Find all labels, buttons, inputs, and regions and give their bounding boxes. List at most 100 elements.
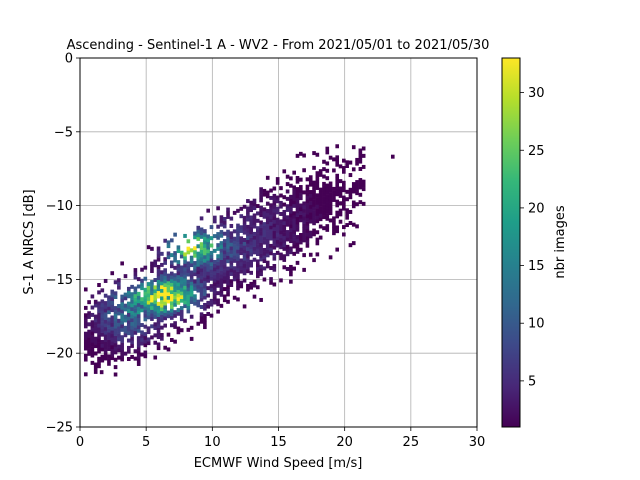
heatmap-cell (302, 153, 306, 158)
heatmap-cell (265, 212, 270, 217)
heatmap-cell (299, 247, 303, 252)
x-tick-label: 10 (204, 435, 221, 450)
heatmap-cell (130, 325, 134, 330)
heatmap-cell (259, 231, 263, 236)
heatmap-cell (342, 225, 346, 230)
heatmap-cell (97, 345, 101, 350)
heatmap-cell (239, 284, 244, 289)
heatmap-cell (229, 216, 234, 221)
heatmap-cell (219, 266, 224, 271)
heatmap-cell (325, 194, 330, 199)
heatmap-cell (275, 250, 280, 255)
heatmap-cell (173, 295, 177, 300)
heatmap-cell (206, 234, 210, 239)
heatmap-cell (295, 216, 300, 221)
x-axis: 0 5 10 15 20 25 30 (76, 427, 485, 450)
heatmap-cell (143, 287, 148, 292)
heatmap-cell (156, 331, 161, 336)
heatmap-cell (325, 227, 330, 232)
heatmap-cell (222, 250, 227, 255)
heatmap-cell (169, 260, 174, 265)
heatmap-cell (166, 310, 171, 315)
heatmap-cell (183, 259, 187, 264)
heatmap-cell (87, 329, 91, 334)
heatmap-cell (136, 325, 141, 330)
heatmap-cell (189, 292, 194, 297)
colorbar-ticks: 5 10 15 20 25 30 (520, 86, 545, 389)
heatmap-cell (133, 330, 138, 335)
heatmap-cell (219, 278, 224, 283)
heatmap-cell (312, 202, 316, 207)
heatmap-cell (219, 215, 224, 220)
heatmap-cell (216, 235, 220, 240)
heatmap-cell (308, 219, 313, 224)
heatmap-cell (322, 189, 326, 194)
heatmap-cell (229, 249, 234, 254)
heatmap-cell (222, 224, 227, 229)
heatmap-cell (186, 290, 191, 295)
heatmap-cell (256, 226, 260, 231)
heatmap-cell (166, 255, 171, 260)
heatmap-cell (219, 241, 224, 246)
heatmap-cell (203, 254, 207, 259)
heatmap-cell (269, 277, 273, 282)
heatmap-cell (203, 266, 207, 271)
y-tick-label: −25 (46, 421, 73, 436)
heatmap-cell (199, 253, 204, 258)
heatmap-cell (153, 307, 158, 312)
heatmap-cell (133, 356, 138, 361)
heatmap-cell (282, 221, 287, 226)
heatmap-cell (275, 239, 280, 244)
heatmap-cell (166, 244, 171, 249)
heatmap-cell (292, 218, 296, 223)
heatmap-cell (285, 189, 290, 194)
heatmap-cell (292, 229, 296, 234)
heatmap-cell (209, 313, 214, 318)
heatmap-cell (236, 242, 240, 247)
heatmap-cell (355, 183, 359, 188)
heatmap-cell (120, 316, 124, 321)
heatmap-cell (179, 250, 184, 255)
heatmap-cell (222, 253, 227, 258)
heatmap-cell (143, 343, 148, 348)
heatmap-cell (265, 227, 270, 232)
heatmap-cell (348, 173, 353, 178)
heatmap-cell (351, 200, 356, 205)
heatmap-cell (219, 218, 224, 223)
heatmap-cell (196, 229, 201, 234)
heatmap-cell (110, 333, 115, 338)
heatmap-cell (269, 229, 273, 234)
heatmap-cell (189, 255, 194, 260)
heatmap-cell (160, 336, 164, 341)
heatmap-cell (259, 249, 263, 254)
heatmap-cell (295, 212, 300, 217)
heatmap-cell (275, 232, 280, 237)
heatmap-cell (289, 220, 293, 225)
heatmap-cell (206, 311, 210, 316)
heatmap-cell (130, 332, 134, 337)
heatmap-cell (110, 315, 115, 320)
heatmap-cell (269, 218, 273, 223)
heatmap-cell (249, 237, 253, 242)
heatmap-cell (113, 365, 118, 370)
heatmap-cell (219, 230, 224, 235)
heatmap-cell (229, 235, 234, 240)
heatmap-cell (133, 297, 138, 302)
heatmap-cell (199, 264, 204, 269)
heatmap-cell (219, 263, 224, 268)
heatmap-cell (242, 252, 247, 257)
heatmap-cell (90, 342, 95, 347)
heatmap-cell (265, 223, 270, 228)
heatmap-cell (312, 206, 316, 211)
x-tick-label: 25 (403, 435, 420, 450)
heatmap-cell (249, 285, 253, 290)
heatmap-cell (130, 292, 134, 297)
heatmap-cell (107, 299, 111, 304)
heatmap-cell (279, 241, 283, 246)
heatmap-cell (246, 261, 250, 266)
heatmap-cell (166, 292, 171, 297)
heatmap-cell (113, 339, 118, 344)
heatmap-cell (259, 268, 263, 273)
heatmap-cell (292, 233, 296, 238)
heatmap-cell (150, 324, 154, 329)
